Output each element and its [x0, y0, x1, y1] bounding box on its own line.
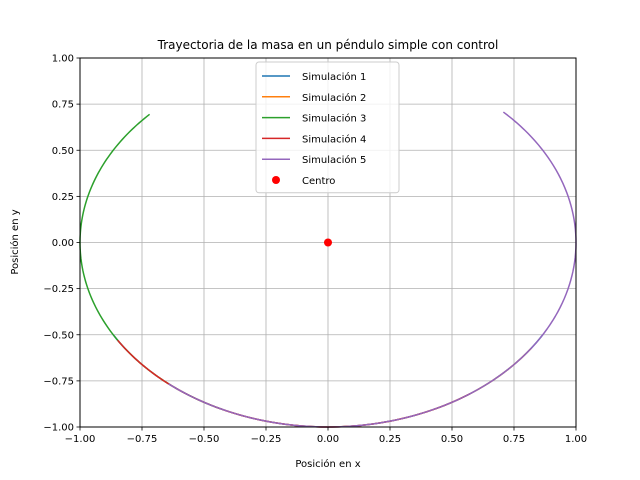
center-point [324, 238, 332, 247]
x-tick-label: −0.50 [189, 434, 220, 445]
y-tick-label: −1.00 [43, 423, 74, 434]
x-axis-label: Posición en x [295, 458, 360, 470]
legend-frame [255, 61, 400, 194]
y-axis-label: Posición en y [9, 209, 21, 274]
legend: Simulación 1 Simulación 2 Simulación 3 Simu… [255, 61, 400, 194]
x-tick-label: 0.25 [379, 434, 401, 445]
y-tick-label: −0.25 [43, 284, 74, 295]
series-line-3 [79, 113, 224, 411]
x-tick-label: 0.50 [441, 434, 463, 445]
x-tick-label: 0.75 [503, 434, 525, 445]
series-group [79, 111, 577, 428]
x-tick-label: −1.00 [65, 434, 96, 445]
y-tick-label: 1.00 [52, 54, 74, 65]
y-tick-label: 0.75 [52, 100, 74, 111]
y-tick-label: 0.50 [52, 146, 74, 157]
chart-title: Trayectoria de la masa en un péndulo sim… [157, 38, 499, 52]
legend-center-marker [272, 176, 280, 184]
y-tick-label: −0.50 [43, 330, 74, 341]
legend-entry-label: Centro [302, 176, 335, 187]
legend-entry-label: Simulación 3 [302, 113, 366, 125]
x-tick-label: −0.75 [127, 434, 158, 445]
legend-entry-label: Simulación 1 [302, 71, 366, 83]
x-tick-label: 1.00 [565, 434, 587, 445]
legend-entry-label: Simulación 2 [302, 92, 366, 104]
y-tick-label: 0.00 [52, 238, 74, 249]
x-tick-label: −0.25 [251, 434, 282, 445]
x-tick-label: 0.00 [317, 434, 339, 445]
legend-entry-label: Simulación 4 [302, 133, 366, 145]
series-line-5 [168, 111, 577, 428]
legend-entry-label: Simulación 5 [302, 154, 366, 166]
y-tick-label: 0.25 [52, 192, 74, 203]
ticks: −1.00 −0.75 −0.50 −0.25 0.00 0.25 0.50 0.75 1.00… [43, 54, 587, 446]
y-tick-label: −0.75 [43, 376, 74, 387]
